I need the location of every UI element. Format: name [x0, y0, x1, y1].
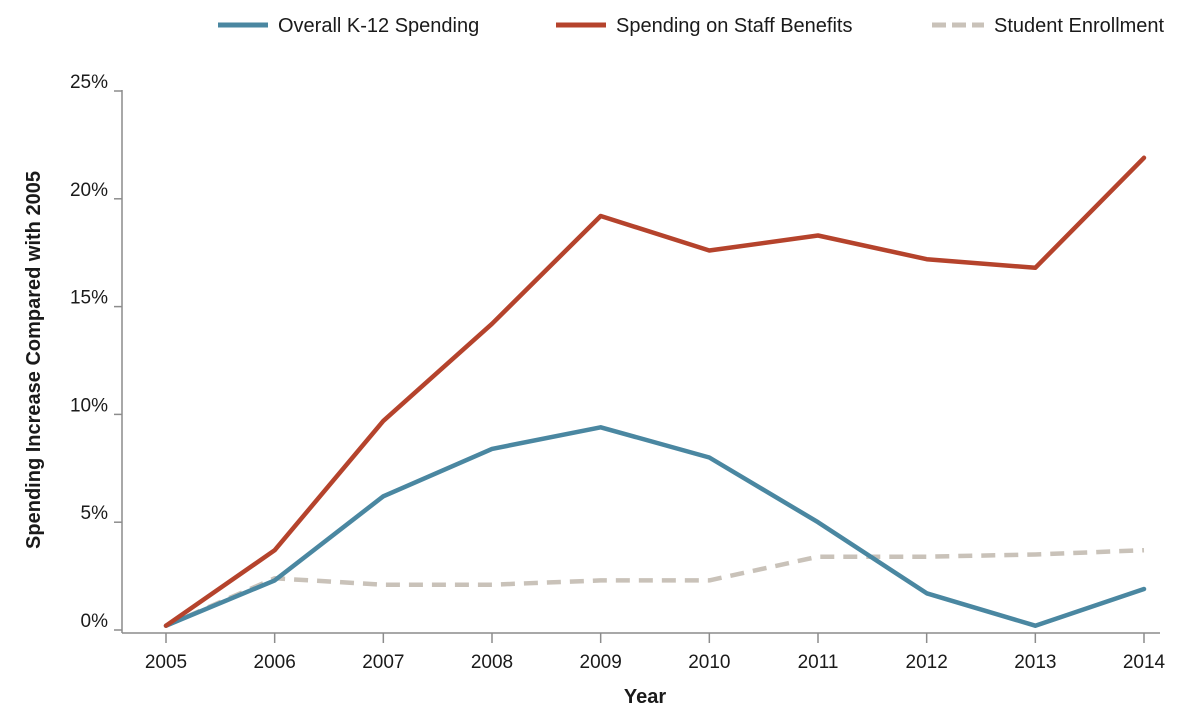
series-line-3	[165, 547, 1145, 628]
x-tick-label: 2011	[798, 652, 839, 673]
y-axis-ticks: 0% 5% 10% 15% 20% 25%	[70, 72, 122, 632]
legend-item-3: Student Enrollment	[932, 15, 1165, 37]
x-tick-label: 2013	[1014, 652, 1056, 673]
y-tick-label: 25%	[70, 72, 108, 93]
x-tick-label: 2014	[1123, 652, 1166, 673]
y-tick-label: 20%	[70, 180, 108, 201]
series-layer	[163, 155, 1147, 628]
x-tick-label: 2006	[254, 652, 296, 673]
legend-label: Spending on Staff Benefits	[616, 15, 852, 37]
x-tick-label: 2010	[688, 652, 730, 673]
y-tick-label: 10%	[70, 395, 108, 416]
x-tick-label: 2009	[580, 652, 622, 673]
y-axis-title: Spending Increase Compared with 2005	[23, 171, 45, 549]
legend-item-2: Spending on Staff Benefits	[556, 15, 852, 37]
legend-item-1: Overall K-12 Spending	[218, 15, 479, 37]
x-tick-label: 2008	[471, 652, 513, 673]
y-tick-label: 5%	[81, 503, 109, 524]
legend-label: Student Enrollment	[994, 15, 1165, 37]
x-axis-ticks: 2005 2006 2007 2008 2009 2010 2011 2012 2013 2014	[145, 633, 1166, 673]
y-tick-label: 0%	[81, 611, 109, 632]
x-tick-label: 2012	[906, 652, 948, 673]
x-axis-title: Year	[624, 686, 666, 708]
y-tick-label: 15%	[70, 288, 108, 309]
series-line-2	[163, 155, 1147, 628]
series-line-1	[163, 425, 1147, 628]
legend: Overall K-12 Spending Spending on Staff B…	[218, 15, 1165, 37]
x-tick-label: 2007	[362, 652, 404, 673]
legend-label: Overall K-12 Spending	[278, 15, 479, 37]
x-tick-label: 2005	[145, 652, 187, 673]
axes: 0% 5% 10% 15% 20% 25% 2005 2006 2007 2008 2009 201…	[23, 72, 1166, 708]
